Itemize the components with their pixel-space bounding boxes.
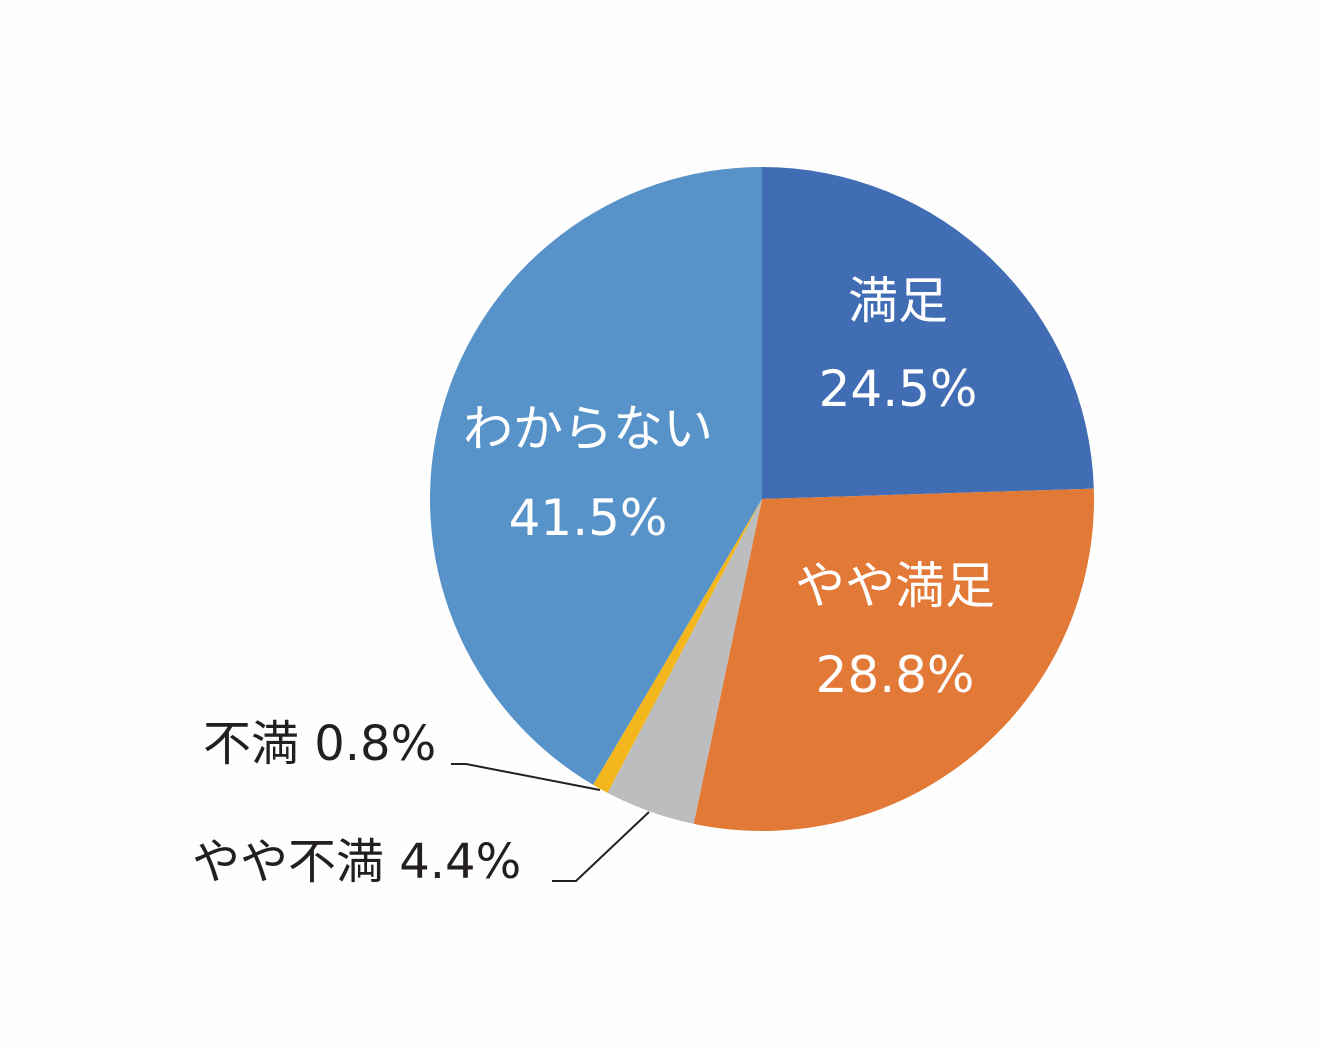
pie-slice-1 bbox=[693, 488, 1095, 832]
pie-slices bbox=[429, 167, 1095, 832]
label-yaya-manzoku: やや満足 bbox=[795, 557, 995, 615]
label-wakaranai: わからない bbox=[463, 400, 713, 458]
leader-line-fuman bbox=[451, 763, 601, 791]
value-wakaranai: 41.5% bbox=[509, 489, 668, 547]
pie-slice-0 bbox=[762, 167, 1094, 499]
pie-slice-4 bbox=[429, 167, 762, 785]
value-manzoku: 24.5% bbox=[819, 360, 978, 418]
value-yaya-manzoku: 28.8% bbox=[816, 646, 975, 704]
label-manzoku: 満足 bbox=[848, 272, 948, 330]
label-yaya-fuman: やや不満 4.4% bbox=[192, 834, 521, 890]
leader-line-yaya-fuman bbox=[552, 811, 650, 882]
pie-slice-3 bbox=[593, 499, 762, 793]
pie-slice-2 bbox=[607, 499, 762, 824]
label-fuman: 不満 0.8% bbox=[203, 716, 436, 772]
